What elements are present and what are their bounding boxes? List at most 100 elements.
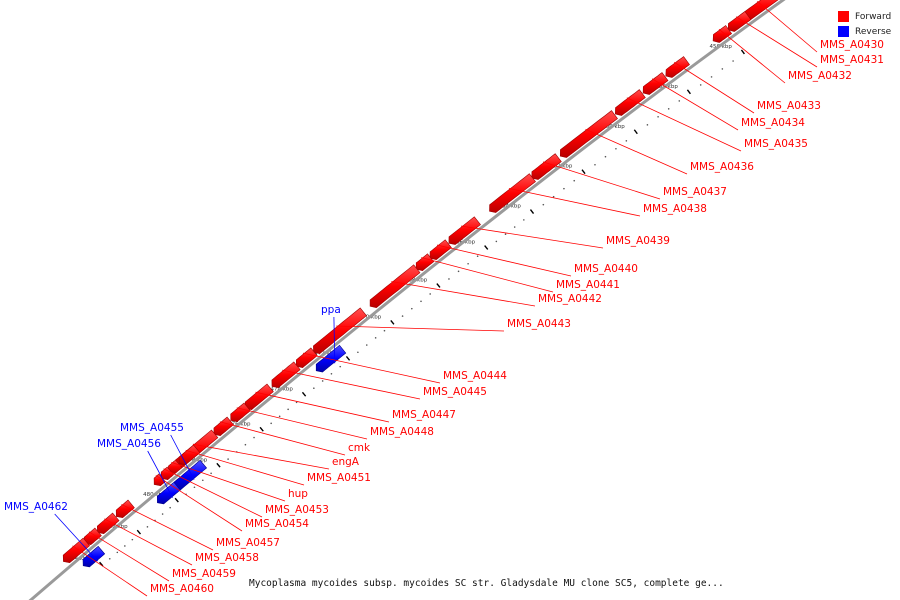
minor-tick (513, 226, 516, 228)
minor-tick (504, 233, 507, 236)
gene-MMS_A0458-feature[interactable] (96, 512, 120, 535)
gene-label-MMS_A0447[interactable]: MMS_A0447 (392, 409, 456, 421)
gene-MMS_A0438-feature[interactable] (489, 173, 536, 213)
gene-label-MMS_A0432[interactable]: MMS_A0432 (788, 70, 852, 82)
gene-MMS_A0435-feature[interactable] (614, 89, 646, 116)
gene-leader-line (282, 369, 421, 400)
minor-tick (116, 551, 119, 554)
gene-label-MMS_A0453[interactable]: MMS_A0453 (265, 504, 329, 516)
gene-MMS_A0443-feature[interactable] (313, 307, 367, 355)
gene-labels: MMS_A0430 MMS_A0431 MMS_A0432 MMS_A0433 MMS_… (4, 1, 884, 597)
gene-label-MMS_A0459[interactable]: MMS_A0459 (172, 568, 236, 580)
gene-label-cmk[interactable]: cmk (348, 442, 371, 454)
gene-MMS_A0454-feature[interactable] (153, 473, 166, 487)
gene-label-MMS_A0460[interactable]: MMS_A0460 (150, 583, 214, 595)
gene-MMS_A0441-feature[interactable] (415, 253, 435, 272)
minor-tick (313, 387, 315, 390)
gene-label-MMS_A0440[interactable]: MMS_A0440 (574, 263, 638, 275)
gene-label-MMS_A0435[interactable]: MMS_A0435 (744, 138, 808, 150)
gene-label-MMS_A0441[interactable]: MMS_A0441 (556, 279, 620, 291)
minor-tick (594, 163, 596, 166)
gene-leader-line (170, 434, 195, 480)
gene-leader-line (718, 28, 786, 84)
gene-MMS_A0451-feature[interactable] (178, 444, 201, 466)
gene-leader-line (104, 518, 193, 566)
minor-tick (227, 458, 229, 460)
gene-label-engA[interactable]: engA (332, 456, 360, 468)
minor-tick (201, 479, 204, 482)
gene-MMS_A0457-feature[interactable] (115, 499, 135, 519)
minor-tick (270, 422, 272, 425)
gene-label-MMS_A0442[interactable]: MMS_A0442 (538, 293, 602, 305)
minor-tick (625, 140, 628, 142)
gene-leader-line (54, 513, 99, 562)
gene-label-MMS_A0462[interactable]: MMS_A0462 (4, 501, 68, 513)
minor-tick (131, 538, 134, 541)
minor-tick (678, 100, 681, 102)
gene-label-MMS_A0436[interactable]: MMS_A0436 (690, 161, 754, 173)
gene-leader-line (336, 325, 505, 332)
gene-MMS_A0442-feature[interactable] (369, 264, 421, 309)
gene-label-MMS_A0443[interactable]: MMS_A0443 (507, 318, 571, 330)
gene-label-MMS_A0431[interactable]: MMS_A0431 (820, 54, 884, 66)
minor-tick (523, 219, 525, 221)
gene-leader-line (121, 503, 214, 551)
gene-MMS_A0437-feature[interactable] (531, 153, 562, 180)
gene-MMS_A0448-feature[interactable] (230, 402, 251, 423)
gene-leader-line (185, 449, 305, 486)
minor-tick (732, 60, 734, 62)
gene-label-MMS_A0433[interactable]: MMS_A0433 (757, 100, 821, 112)
tick-mark: 468 kbp (401, 278, 441, 317)
gene-label-MMS_A0456[interactable]: MMS_A0456 (97, 438, 161, 450)
gene-leader-line (508, 187, 641, 217)
gene-ppa-feature[interactable] (315, 344, 347, 373)
gene-label-MMS_A0437[interactable]: MMS_A0437 (663, 186, 727, 198)
minor-tick (287, 408, 289, 411)
gene-MMS_A0439-feature[interactable] (448, 216, 481, 245)
gene-leader-line (88, 531, 170, 582)
minor-tick (383, 329, 386, 332)
gene-label-MMS_A0444[interactable]: MMS_A0444 (443, 370, 507, 382)
minor-tick (448, 278, 450, 280)
gene-MMS_A0434-feature[interactable] (642, 72, 669, 95)
sequence-title: Mycoplasma mycoides subsp. mycoides SC s… (249, 578, 724, 589)
minor-tick (467, 262, 469, 265)
minor-tick (365, 344, 368, 346)
gene-MMS_A0440-feature[interactable] (429, 239, 452, 261)
gene-leader-line (219, 421, 346, 456)
minor-tick (710, 76, 713, 78)
minor-tick (646, 124, 649, 126)
gene-MMS_A0445-feature[interactable] (271, 361, 301, 389)
gene-label-ppa[interactable]: ppa (321, 304, 341, 316)
minor-tick (552, 195, 555, 198)
gene-label-MMS_A0438[interactable]: MMS_A0438 (643, 203, 707, 215)
gene-cmk-feature[interactable] (213, 416, 234, 437)
gene-label-MMS_A0455[interactable]: MMS_A0455 (120, 422, 184, 434)
gene-MMS_A0444-feature[interactable] (295, 347, 318, 369)
minor-tick (278, 415, 281, 418)
minor-tick (699, 84, 702, 86)
gene-MMS_A0433-feature[interactable] (665, 56, 690, 78)
gene-label-MMS_A0448[interactable]: MMS_A0448 (370, 426, 434, 438)
gene-label-hup[interactable]: hup (288, 488, 308, 500)
gene-label-MMS_A0457[interactable]: MMS_A0457 (216, 537, 280, 549)
gene-features (62, 0, 779, 568)
minor-tick (193, 486, 196, 489)
backbone-arc (28, 0, 786, 600)
minor-tick (411, 307, 413, 310)
minor-tick (476, 255, 479, 258)
gene-MMS_A0432-feature[interactable] (712, 25, 733, 43)
gene-MMS_A0453-feature[interactable] (160, 466, 175, 481)
gene-label-MMS_A0434[interactable]: MMS_A0434 (741, 117, 805, 129)
gene-label-MMS_A0454[interactable]: MMS_A0454 (245, 518, 309, 530)
gene-label-MMS_A0451[interactable]: MMS_A0451 (307, 472, 371, 484)
gene-label-MMS_A0445[interactable]: MMS_A0445 (423, 386, 487, 398)
minor-tick (429, 293, 431, 295)
gene-MMS_A0436-feature[interactable] (559, 110, 618, 158)
gene-label-MMS_A0458[interactable]: MMS_A0458 (195, 552, 259, 564)
gene-label-MMS_A0430[interactable]: MMS_A0430 (820, 39, 884, 51)
gene-leader-line (391, 281, 536, 307)
gene-MMS_A0431-feature[interactable] (727, 11, 752, 32)
legend-item-forward: Forward (838, 9, 891, 24)
gene-label-MMS_A0439[interactable]: MMS_A0439 (606, 235, 670, 247)
